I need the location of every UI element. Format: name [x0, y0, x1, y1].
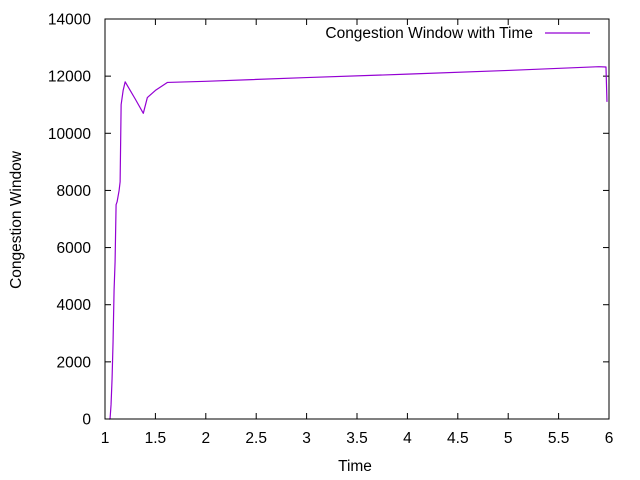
series-layer	[109, 66, 608, 420]
y-tick-label: 0	[82, 412, 91, 429]
x-tick-label: 5.5	[548, 430, 570, 447]
y-tick-label: 10000	[48, 126, 91, 143]
y-tick-label: 14000	[48, 12, 91, 29]
x-tick-label: 2.5	[245, 430, 267, 447]
y-tick-label: 2000	[57, 354, 92, 371]
x-tick-label: 4	[403, 430, 412, 447]
y-tick-label: 12000	[48, 69, 91, 86]
x-tick-label: 3.5	[346, 430, 368, 447]
legend: Congestion Window with Time	[325, 25, 590, 42]
y-axis-label: Congestion Window	[8, 150, 25, 289]
x-tick-label: 1.5	[145, 430, 167, 447]
x-tick-label: 4.5	[447, 430, 469, 447]
x-tick-label: 1	[101, 430, 110, 447]
y-tick-label: 8000	[57, 183, 92, 200]
plot-frame	[104, 18, 610, 420]
x-tick-label: 5	[504, 430, 513, 447]
legend-label: Congestion Window with Time	[325, 25, 533, 42]
axis-tick-labels: 1 1.5 2 2.5 3 3.5 4 4.5 5 5.5 6 0 2000 4000 6000 8000 10…	[48, 12, 613, 448]
y-tick-label: 4000	[57, 297, 92, 314]
series-line	[109, 66, 608, 420]
x-axis-label: Time	[338, 458, 372, 475]
x-tick-label: 6	[605, 430, 614, 447]
x-tick-label: 2	[201, 430, 210, 447]
y-tick-label: 6000	[57, 240, 92, 257]
x-tick-label: 3	[302, 430, 311, 447]
